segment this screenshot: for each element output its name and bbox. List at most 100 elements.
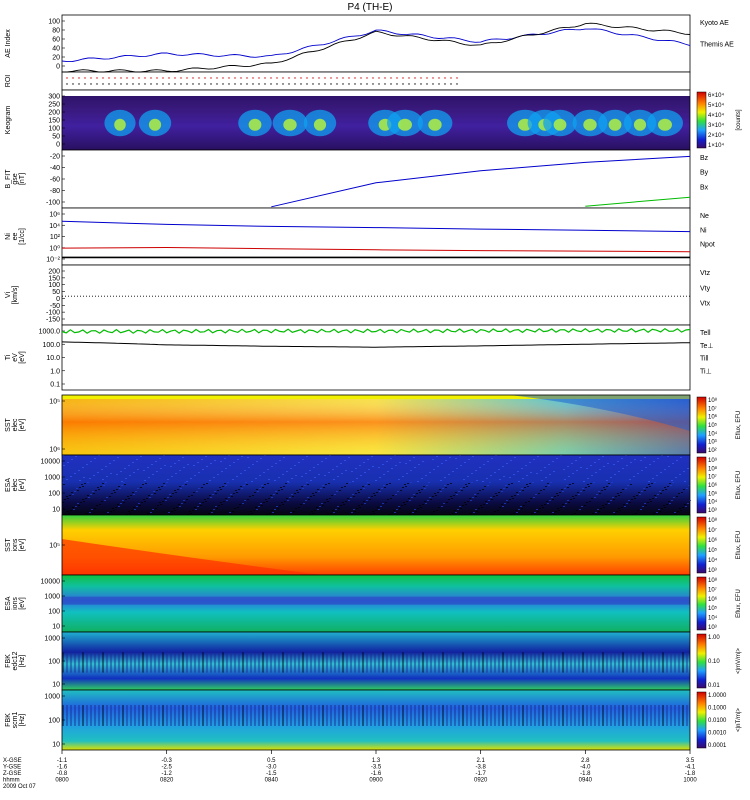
fbk_b-stripe (282, 705, 284, 726)
y-tick-label: 0 (56, 64, 60, 71)
esa-e-noise (480, 505, 482, 506)
esa-e-noise (543, 489, 545, 490)
esa-e-noise (663, 505, 665, 506)
roi-dot (348, 83, 350, 85)
fbk_b-stripe (482, 705, 484, 726)
esa-e-noise (78, 505, 80, 506)
y-tick-label: 10⁰ (49, 244, 60, 252)
fbk_b-stripe (682, 705, 684, 726)
esa-e-noise (237, 507, 239, 508)
bfit-series-bx (271, 155, 691, 208)
y-axis-label: AE Index (5, 29, 12, 58)
y-axis-label: ions (12, 597, 19, 610)
roi-dot (150, 77, 152, 79)
x-tick-label: -3.5 (371, 765, 382, 771)
fbk_b-stripe (266, 705, 268, 726)
fbk_e-colorbar (696, 633, 707, 689)
fbk_b-colorbar (696, 691, 707, 749)
roi-dot (144, 83, 146, 85)
esa-e-noise (579, 457, 581, 458)
esa-e-noise (152, 509, 154, 510)
esa-e-noise (433, 469, 435, 470)
y-axis-label: SST (5, 537, 12, 551)
roi-dot (78, 83, 80, 85)
esa-e-noise (634, 459, 636, 460)
esa-e-noise (555, 511, 557, 512)
esa-e-noise (255, 507, 257, 508)
ti-series-ti-par (61, 327, 691, 334)
esa-e-noise (418, 490, 420, 491)
esa-e-noise (111, 493, 113, 494)
esa-e-noise (664, 469, 666, 470)
x-tick-label: -1.6 (57, 765, 68, 771)
fbk_e-stripe (638, 652, 640, 673)
colorbar-label: 10⁸ (708, 465, 718, 472)
y-axis-label: edc12 (12, 651, 19, 670)
esa-e-noise (113, 490, 115, 491)
esa-e-noise (468, 459, 470, 460)
esa-e-noise (98, 489, 100, 490)
esa-e-noise (373, 493, 375, 494)
keogram-aurora-core (114, 118, 126, 131)
esa-e-noise (469, 498, 471, 499)
y-tick-label: 20 (52, 55, 60, 62)
esa-e-noise (118, 486, 120, 487)
esa-e-noise (205, 456, 207, 457)
esa-e-noise (241, 488, 243, 489)
esa-e-noise (422, 461, 424, 462)
fbk_e-stripe (70, 652, 72, 673)
esa-e-noise (574, 513, 576, 514)
esa-e-noise (644, 490, 646, 491)
fbk_e-stripe (382, 652, 384, 673)
fbk_e-stripe (186, 652, 188, 673)
esa-e-noise (606, 480, 608, 481)
esa-e-noise (87, 482, 89, 483)
esa-e-noise (587, 484, 589, 485)
fbk_e-stripe (118, 652, 120, 673)
y-tick-label: 1.0 (50, 368, 60, 375)
esa-e-noise (202, 502, 204, 503)
esa-e-noise (82, 486, 84, 487)
esa-e-noise (472, 497, 474, 498)
colorbar-label: 1.0000 (708, 693, 727, 699)
y-tick-label: -40 (50, 165, 60, 172)
y-axis-label: scm1 (12, 712, 19, 729)
esa-e-noise (557, 495, 559, 496)
fbk_e-stripe (174, 652, 176, 673)
esa-e-noise (307, 484, 309, 485)
fbk_e-stripe (482, 652, 484, 673)
esa-e-noise (603, 487, 605, 488)
esa-e-noise (70, 476, 72, 477)
fbk_e-stripe (458, 652, 460, 673)
y-tick-label: 10 (52, 742, 60, 749)
fbk_b-stripe (134, 705, 136, 726)
esa-e-noise (361, 504, 363, 505)
roi-dot (156, 83, 158, 85)
fbk_e-stripe (346, 652, 348, 673)
fbk_e-stripe (486, 652, 488, 673)
esa-e-noise (353, 496, 355, 497)
esa-e-noise (626, 465, 628, 466)
esa-e-noise (261, 505, 263, 506)
y-tick-label: 10 (52, 507, 60, 514)
esa-e-noise (271, 510, 273, 511)
fbk_b-stripe (166, 705, 168, 726)
esa-e-noise (679, 508, 681, 509)
roi-dot (96, 77, 98, 79)
esa-e-noise (351, 512, 353, 513)
fbk_b-stripe (478, 705, 480, 726)
esa-e-noise (285, 483, 287, 484)
esa-e-noise (567, 487, 569, 488)
esa-e-noise (471, 473, 473, 474)
esa-e-noise (180, 488, 182, 489)
roi-dot (198, 83, 200, 85)
esa-e-noise (182, 485, 184, 486)
fbk_b-stripe (322, 705, 324, 726)
esa-e-noise (552, 499, 554, 500)
esa-e-noise (185, 484, 187, 485)
esa-e-noise (473, 512, 475, 513)
